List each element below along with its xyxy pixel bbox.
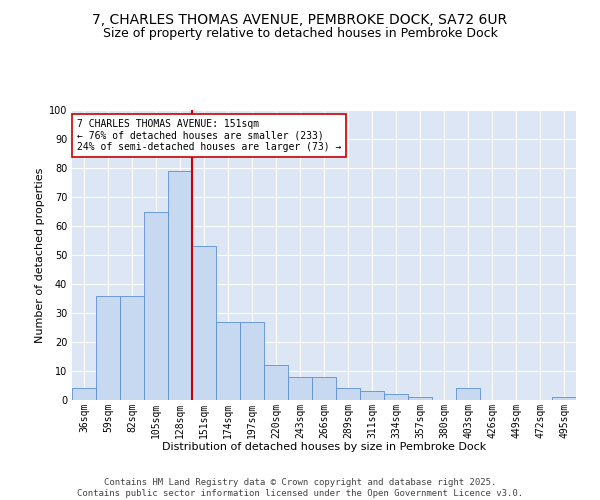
Text: 7, CHARLES THOMAS AVENUE, PEMBROKE DOCK, SA72 6UR: 7, CHARLES THOMAS AVENUE, PEMBROKE DOCK,… (92, 12, 508, 26)
Bar (240, 322, 264, 400)
Bar (264, 365, 288, 400)
Bar (120, 296, 144, 400)
Text: Contains HM Land Registry data © Crown copyright and database right 2025.
Contai: Contains HM Land Registry data © Crown c… (77, 478, 523, 498)
Bar (144, 212, 168, 400)
Bar (288, 377, 312, 400)
Bar (216, 322, 240, 400)
Bar (408, 397, 432, 400)
Bar (72, 388, 96, 400)
X-axis label: Distribution of detached houses by size in Pembroke Dock: Distribution of detached houses by size … (162, 442, 486, 452)
Bar (456, 388, 480, 400)
Bar (360, 392, 384, 400)
Bar (312, 377, 336, 400)
Text: Size of property relative to detached houses in Pembroke Dock: Size of property relative to detached ho… (103, 28, 497, 40)
Bar (384, 394, 408, 400)
Bar (168, 171, 192, 400)
Text: 7 CHARLES THOMAS AVENUE: 151sqm
← 76% of detached houses are smaller (233)
24% o: 7 CHARLES THOMAS AVENUE: 151sqm ← 76% of… (77, 118, 341, 152)
Y-axis label: Number of detached properties: Number of detached properties (35, 168, 44, 342)
Bar (336, 388, 360, 400)
Bar (192, 246, 216, 400)
Bar (552, 397, 576, 400)
Bar (96, 296, 120, 400)
